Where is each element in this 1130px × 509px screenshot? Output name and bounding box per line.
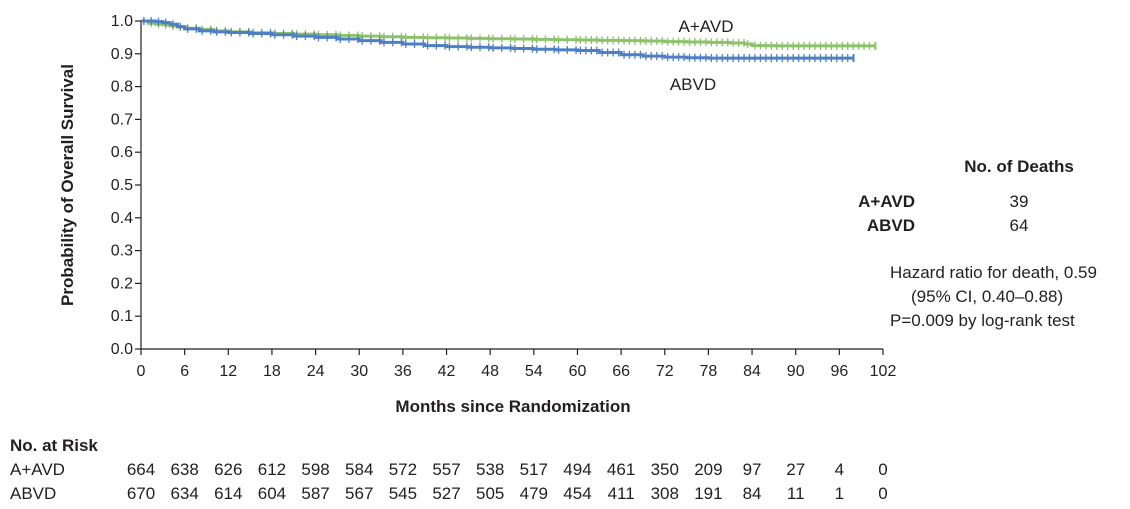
at-risk-value: 604 bbox=[258, 484, 286, 503]
series-label-abvd: ABVD bbox=[670, 75, 716, 94]
x-tick-label: 72 bbox=[656, 363, 674, 380]
at-risk-value: 350 bbox=[651, 460, 679, 479]
x-tick-label: 48 bbox=[481, 363, 499, 380]
hazard-ratio-text: Hazard ratio for death, 0.59 bbox=[890, 263, 1097, 282]
at-risk-value: 0 bbox=[878, 460, 887, 479]
at-risk-value: 0 bbox=[878, 484, 887, 503]
at-risk-header: No. at Risk bbox=[10, 436, 98, 455]
at-risk-value: 517 bbox=[520, 460, 548, 479]
y-tick-label: 0.7 bbox=[111, 111, 133, 128]
x-tick-label: 0 bbox=[137, 363, 146, 380]
y-tick-label: 0.2 bbox=[111, 275, 133, 292]
y-tick-label: 0.1 bbox=[111, 308, 133, 325]
x-tick-label: 66 bbox=[612, 363, 630, 380]
deaths-row-name: A+AVD bbox=[858, 192, 915, 211]
at-risk-value: 84 bbox=[743, 484, 762, 503]
at-risk-value: 97 bbox=[743, 460, 762, 479]
x-tick-label: 84 bbox=[743, 363, 761, 380]
series-label-a-avd: A+AVD bbox=[679, 17, 734, 36]
at-risk-value: 411 bbox=[608, 484, 635, 503]
x-tick-label: 6 bbox=[180, 363, 189, 380]
y-axis-title: Probability of Overall Survival bbox=[58, 64, 77, 306]
at-risk-value: 538 bbox=[476, 460, 504, 479]
y-tick-label: 0.9 bbox=[111, 46, 133, 63]
y-tick-label: 0.4 bbox=[111, 210, 133, 227]
at-risk-value: 614 bbox=[214, 484, 242, 503]
at-risk-value: 598 bbox=[301, 460, 329, 479]
at-risk-value: 191 bbox=[694, 484, 722, 503]
y-tick-label: 1.0 bbox=[111, 13, 133, 30]
deaths-row-name: ABVD bbox=[867, 216, 915, 235]
at-risk-value: 545 bbox=[389, 484, 417, 503]
at-risk-value: 1 bbox=[835, 484, 844, 503]
at-risk-value: 308 bbox=[651, 484, 679, 503]
at-risk-value: 587 bbox=[301, 484, 329, 503]
y-tick-label: 0.0 bbox=[111, 341, 133, 358]
at-risk-value: 567 bbox=[345, 484, 373, 503]
at-risk-value: 664 bbox=[127, 460, 155, 479]
x-tick-label: 12 bbox=[219, 363, 237, 380]
y-tick-label: 0.3 bbox=[111, 243, 133, 260]
at-risk-value: 557 bbox=[432, 460, 460, 479]
x-tick-label: 36 bbox=[394, 363, 412, 380]
at-risk-value: 612 bbox=[258, 460, 286, 479]
x-tick-label: 96 bbox=[830, 363, 848, 380]
at-risk-value: 209 bbox=[694, 460, 722, 479]
at-risk-value: 27 bbox=[786, 460, 805, 479]
at-risk-value: 626 bbox=[214, 460, 242, 479]
at-risk-value: 505 bbox=[476, 484, 504, 503]
at-risk-value: 4 bbox=[835, 460, 844, 479]
x-tick-label: 102 bbox=[870, 363, 897, 380]
x-tick-label: 90 bbox=[787, 363, 805, 380]
x-tick-label: 54 bbox=[525, 363, 543, 380]
deaths-row-value: 64 bbox=[1010, 216, 1029, 235]
at-risk-row-label: A+AVD bbox=[10, 460, 65, 479]
y-tick-label: 0.8 bbox=[111, 79, 133, 96]
at-risk-row-label: ABVD bbox=[10, 484, 56, 503]
x-tick-label: 42 bbox=[438, 363, 456, 380]
deaths-row-value: 39 bbox=[1010, 192, 1029, 211]
at-risk-value: 479 bbox=[520, 484, 548, 503]
x-tick-label: 30 bbox=[350, 363, 368, 380]
at-risk-value: 634 bbox=[170, 484, 198, 503]
x-axis-title: Months since Randomization bbox=[395, 397, 630, 416]
at-risk-value: 11 bbox=[787, 484, 805, 503]
at-risk-value: 454 bbox=[563, 484, 591, 503]
at-risk-value: 572 bbox=[389, 460, 417, 479]
y-tick-label: 0.6 bbox=[111, 144, 133, 161]
series-line-abvd bbox=[141, 19, 854, 60]
at-risk-value: 461 bbox=[607, 460, 635, 479]
at-risk-value: 670 bbox=[127, 484, 155, 503]
censor-marks-abvd bbox=[143, 17, 855, 63]
at-risk-values: 664 638 626 612 598 584 572 557 538 517 494 461 350 2… bbox=[127, 460, 888, 503]
at-risk-value: 584 bbox=[345, 460, 373, 479]
deaths-table-header: No. of Deaths bbox=[964, 157, 1074, 176]
axes: 0.0 0.1 0.2 0.3 0.4 0.5 0.6 0.7 0.8 0.9 1.0 0 6 12 18 2… bbox=[111, 13, 897, 380]
at-risk-value: 527 bbox=[432, 484, 460, 503]
x-tick-label: 78 bbox=[700, 363, 718, 380]
at-risk-value: 494 bbox=[563, 460, 591, 479]
x-tick-label: 60 bbox=[569, 363, 587, 380]
y-tick-label: 0.5 bbox=[111, 177, 133, 194]
x-tick-label: 24 bbox=[307, 363, 325, 380]
p-value-text: P=0.009 by log-rank test bbox=[890, 311, 1075, 330]
confidence-interval-text: (95% CI, 0.40–0.88) bbox=[911, 287, 1063, 306]
series-layer bbox=[141, 17, 877, 63]
at-risk-value: 638 bbox=[170, 460, 198, 479]
x-tick-label: 18 bbox=[263, 363, 281, 380]
